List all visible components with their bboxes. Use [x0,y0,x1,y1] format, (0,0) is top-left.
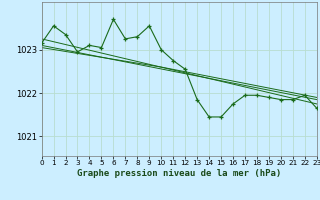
X-axis label: Graphe pression niveau de la mer (hPa): Graphe pression niveau de la mer (hPa) [77,169,281,178]
